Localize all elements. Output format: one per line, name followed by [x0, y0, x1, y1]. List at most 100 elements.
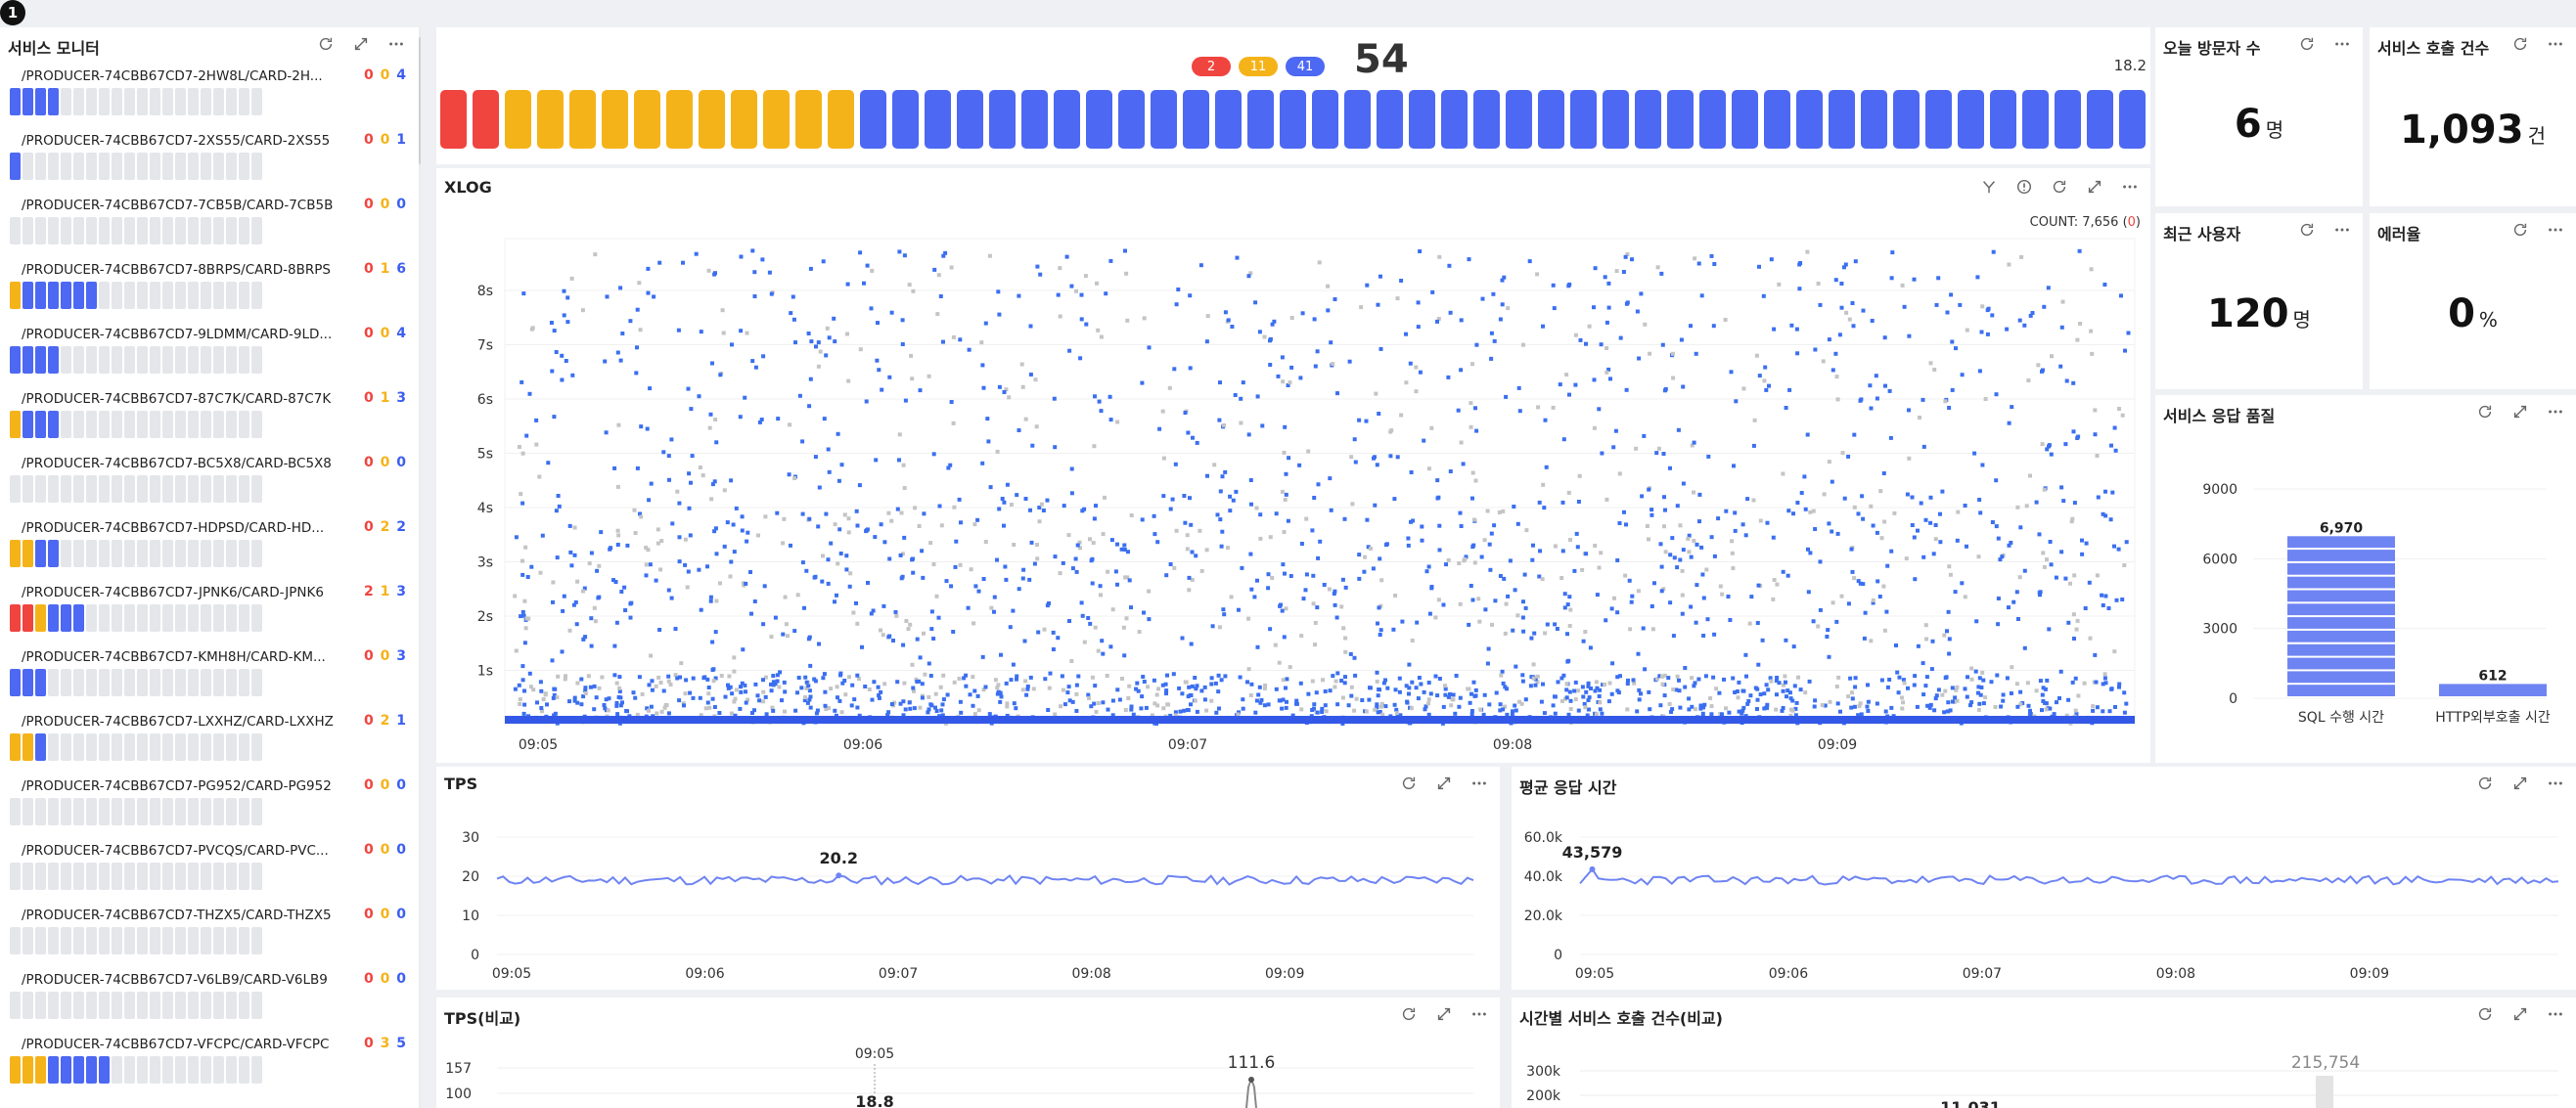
active-service-cell[interactable]	[505, 90, 531, 149]
service-row[interactable]: /PRODUCER-74CBB67CD7-KMH8H/CARD-KM... 0 0…	[8, 645, 411, 710]
active-service-cell[interactable]	[860, 90, 886, 149]
service-row[interactable]: /PRODUCER-74CBB67CD7-2XS55/CARD-2XS55 0 0…	[8, 129, 411, 194]
active-service-cell[interactable]	[925, 90, 951, 149]
active-service-cell[interactable]	[1506, 90, 1532, 149]
active-service-cell[interactable]	[1829, 90, 1855, 149]
active-service-cell[interactable]	[440, 90, 467, 149]
more-icon[interactable]	[2119, 176, 2141, 198]
active-service-cell[interactable]	[1312, 90, 1338, 149]
more-icon[interactable]	[1469, 773, 1490, 794]
active-service-cell[interactable]	[1732, 90, 1758, 149]
refresh-icon[interactable]	[2296, 33, 2318, 55]
active-service-cell[interactable]	[957, 90, 983, 149]
more-icon[interactable]	[2545, 1003, 2566, 1025]
active-service-cell[interactable]	[1409, 90, 1435, 149]
scrollbar-thumb[interactable]	[419, 37, 421, 164]
refresh-icon[interactable]	[1398, 1003, 1420, 1025]
refresh-icon[interactable]	[2509, 33, 2531, 55]
service-row[interactable]: /PRODUCER-74CBB67CD7-HDPSD/CARD-HD... 0 2…	[8, 516, 411, 581]
active-service-cell[interactable]	[1990, 90, 2016, 149]
active-service-cell[interactable]	[1958, 90, 1984, 149]
alert-icon[interactable]	[2013, 176, 2035, 198]
refresh-icon[interactable]	[2474, 773, 2496, 794]
expand-icon[interactable]	[2509, 401, 2531, 422]
active-service-cell[interactable]	[2055, 90, 2081, 149]
active-service-cell[interactable]	[1538, 90, 1564, 149]
active-service-cell[interactable]	[1086, 90, 1112, 149]
more-icon[interactable]	[1469, 1003, 1490, 1025]
active-service-cell[interactable]	[1893, 90, 1920, 149]
service-row[interactable]: /PRODUCER-74CBB67CD7-BC5X8/CARD-BC5X8 0 0…	[8, 452, 411, 516]
active-service-cell[interactable]	[473, 90, 499, 149]
more-icon[interactable]	[385, 33, 407, 55]
service-row[interactable]: /PRODUCER-74CBB67CD7-8BRPS/CARD-8BRPS 0 1…	[8, 258, 411, 323]
active-service-cell[interactable]	[795, 90, 822, 149]
active-service-cell[interactable]	[1054, 90, 1080, 149]
refresh-icon[interactable]	[1398, 773, 1420, 794]
filter-icon[interactable]	[1978, 176, 2000, 198]
more-icon[interactable]	[2331, 33, 2353, 55]
more-icon[interactable]	[2545, 401, 2566, 422]
refresh-icon[interactable]	[2049, 176, 2070, 198]
refresh-icon[interactable]	[315, 33, 337, 55]
active-service-cell[interactable]	[1215, 90, 1242, 149]
active-service-cell[interactable]	[1667, 90, 1694, 149]
active-service-cell[interactable]	[569, 90, 596, 149]
active-service-cell[interactable]	[537, 90, 564, 149]
refresh-icon[interactable]	[2474, 401, 2496, 422]
service-row[interactable]: /PRODUCER-74CBB67CD7-9LDMM/CARD-9LD... 0 …	[8, 323, 411, 387]
active-service-cell[interactable]	[2087, 90, 2113, 149]
active-service-cell[interactable]	[1473, 90, 1500, 149]
service-row[interactable]: /PRODUCER-74CBB67CD7-VFCPC/CARD-VFCPC 0 3…	[8, 1033, 411, 1097]
active-service-cell[interactable]	[731, 90, 757, 149]
service-row[interactable]: /PRODUCER-74CBB67CD7-2HW8L/CARD-2H... 0 0…	[8, 65, 411, 129]
active-service-cell[interactable]	[1151, 90, 1177, 149]
service-row[interactable]: /PRODUCER-74CBB67CD7-LXXHZ/CARD-LXXHZ 0 2…	[8, 710, 411, 775]
active-service-cell[interactable]	[602, 90, 628, 149]
more-icon[interactable]	[2545, 773, 2566, 794]
service-row[interactable]: /PRODUCER-74CBB67CD7-7CB5B/CARD-7CB5B 0 0…	[8, 194, 411, 258]
active-service-cell[interactable]	[1247, 90, 1274, 149]
active-service-cell[interactable]	[1118, 90, 1145, 149]
expand-icon[interactable]	[2509, 773, 2531, 794]
active-service-cell[interactable]	[828, 90, 854, 149]
service-row[interactable]: /PRODUCER-74CBB67CD7-PVCQS/CARD-PVC... 0 …	[8, 839, 411, 904]
more-icon[interactable]	[2545, 219, 2566, 241]
expand-icon[interactable]	[350, 33, 372, 55]
service-row[interactable]: /PRODUCER-74CBB67CD7-PG952/CARD-PG952 0 0…	[8, 775, 411, 839]
refresh-icon[interactable]	[2509, 219, 2531, 241]
service-row[interactable]: /PRODUCER-74CBB67CD7-87C7K/CARD-87C7K 0 1…	[8, 387, 411, 452]
refresh-icon[interactable]	[2296, 219, 2318, 241]
active-service-cell[interactable]	[1796, 90, 1823, 149]
refresh-icon[interactable]	[2474, 1003, 2496, 1025]
active-service-cell[interactable]	[1280, 90, 1306, 149]
active-service-cell[interactable]	[1635, 90, 1661, 149]
active-service-cell[interactable]	[1570, 90, 1597, 149]
expand-icon[interactable]	[2084, 176, 2105, 198]
active-service-cell[interactable]	[666, 90, 693, 149]
active-service-cell[interactable]	[1764, 90, 1790, 149]
active-service-cell[interactable]	[634, 90, 660, 149]
active-service-cell[interactable]	[1925, 90, 1952, 149]
more-icon[interactable]	[2545, 33, 2566, 55]
expand-icon[interactable]	[1433, 1003, 1455, 1025]
service-row[interactable]: /PRODUCER-74CBB67CD7-JPNK6/CARD-JPNK6 2 1…	[8, 581, 411, 645]
active-service-cell[interactable]	[763, 90, 790, 149]
active-service-cell[interactable]	[1603, 90, 1629, 149]
active-service-cell[interactable]	[1441, 90, 1468, 149]
active-service-cell[interactable]	[2022, 90, 2049, 149]
active-service-cell[interactable]	[699, 90, 725, 149]
expand-icon[interactable]	[1433, 773, 1455, 794]
active-service-cell[interactable]	[1183, 90, 1209, 149]
expand-icon[interactable]	[2509, 1003, 2531, 1025]
scrollbar-track[interactable]	[419, 27, 421, 1108]
active-service-cell[interactable]	[2119, 90, 2146, 149]
active-service-cell[interactable]	[1021, 90, 1048, 149]
more-icon[interactable]	[2331, 219, 2353, 241]
active-service-cell[interactable]	[1344, 90, 1371, 149]
active-service-cell[interactable]	[989, 90, 1016, 149]
active-service-cell[interactable]	[1861, 90, 1887, 149]
active-service-cell[interactable]	[1377, 90, 1403, 149]
active-service-cell[interactable]	[1699, 90, 1726, 149]
